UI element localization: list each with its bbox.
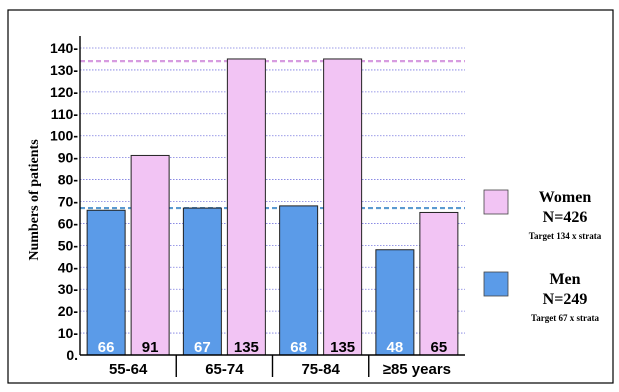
legend-swatch-women: [483, 189, 509, 215]
y-tick-label: 10-: [58, 325, 79, 341]
bar-men: [182, 207, 222, 356]
x-category-label: ≥85 years: [383, 361, 451, 378]
bar-women: [323, 58, 363, 356]
y-tick-label: 0.: [66, 347, 78, 363]
axis-layer: 0. 10- 20- 30- 40- 50- 60- 70- 80- 90- 100- 110- 120…: [50, 36, 465, 378]
y-axis-label: Numbers of patients: [27, 139, 42, 261]
y-tick-label: 100-: [50, 128, 78, 144]
bar-women: [419, 211, 459, 356]
bar-men: [279, 205, 319, 356]
legend-swatch-men: [483, 271, 509, 297]
y-tick-label: 70-: [58, 194, 79, 210]
y-tick-label: 130-: [50, 62, 78, 78]
x-category-label: 75-84: [301, 361, 340, 378]
y-tick-label: 40-: [58, 259, 79, 275]
bar-value-label: 91: [142, 339, 159, 356]
frame: [7, 9, 614, 384]
legend-n: N=249: [543, 291, 588, 308]
bar-value-label: 67: [194, 339, 211, 356]
legend-target: Target 67 x strata: [531, 313, 599, 323]
bar-value-label: 135: [330, 339, 355, 356]
bar-women: [130, 154, 170, 356]
bar-men: [375, 249, 415, 356]
bar-value-label: 66: [98, 339, 115, 356]
y-tick-label: 110-: [51, 106, 79, 122]
y-tick-label: 60-: [58, 215, 79, 231]
bar-men: [86, 209, 126, 356]
legend-n: N=426: [543, 209, 588, 226]
y-tick-label: 80-: [58, 172, 79, 188]
y-tick-label: 50-: [58, 237, 79, 253]
legend: Women N=426 Target 134 x strata Men N=249 Tar…: [483, 189, 602, 323]
y-tick-label: 120-: [50, 84, 78, 100]
y-tick-label: 90-: [58, 150, 79, 166]
bar-value-label: 135: [234, 339, 259, 356]
x-category-label: 55-64: [109, 361, 148, 378]
legend-label: Women: [539, 189, 592, 206]
bar-value-label: 65: [431, 339, 448, 356]
y-tick-label: 140-: [50, 40, 78, 56]
bar-value-label: 48: [387, 339, 404, 356]
bar-women: [226, 58, 266, 356]
legend-target: Target 134 x strata: [529, 231, 602, 241]
y-tick-label: 20-: [58, 303, 79, 319]
bar-value-label: 68: [290, 339, 307, 356]
y-tick-label: 30-: [58, 281, 79, 297]
legend-label: Men: [549, 271, 580, 288]
x-category-label: 65-74: [205, 361, 244, 378]
